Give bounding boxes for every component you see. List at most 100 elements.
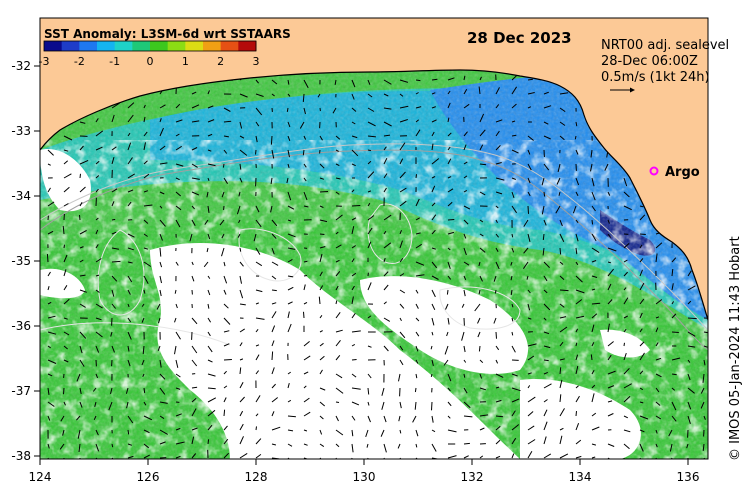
current-vector — [287, 233, 296, 238]
current-vector — [47, 345, 51, 349]
current-vector — [47, 286, 50, 291]
current-vector — [319, 233, 325, 235]
current-vector — [381, 401, 385, 410]
current-vector — [111, 146, 117, 151]
current-vector — [287, 163, 290, 169]
current-vector — [478, 86, 481, 95]
current-vector — [159, 247, 162, 257]
current-vector — [127, 142, 132, 151]
current-vector — [461, 331, 465, 341]
current-vector — [461, 303, 465, 308]
lon-tick-label: 124 — [29, 470, 52, 484]
current-vector — [191, 359, 198, 367]
current-vector — [319, 135, 323, 141]
current-vector — [383, 173, 388, 179]
current-vector — [447, 102, 451, 109]
current-vector — [431, 401, 433, 411]
current-vector — [239, 247, 242, 252]
current-vector — [623, 315, 629, 319]
current-vector — [527, 411, 534, 417]
current-vector — [127, 275, 133, 283]
current-vector — [575, 455, 582, 459]
current-vector — [335, 244, 342, 249]
current-vector — [381, 387, 385, 396]
current-vector — [447, 317, 450, 325]
current-vector — [111, 188, 118, 193]
current-vector — [479, 191, 486, 196]
current-vector — [511, 247, 515, 253]
current-vector — [463, 401, 471, 409]
colorbar-tick-label: -1 — [109, 55, 120, 68]
current-vector — [351, 107, 357, 112]
current-vector — [431, 119, 437, 123]
current-vector — [463, 131, 468, 137]
current-vector — [159, 191, 165, 195]
current-vector — [463, 161, 468, 165]
current-vector — [223, 275, 228, 284]
current-vector — [191, 104, 200, 109]
current-vector — [558, 191, 561, 196]
current-vector — [367, 282, 372, 291]
current-vector — [639, 269, 643, 277]
credit-text: © IMOS 05-Jan-2024 11:43 Hobart — [728, 236, 743, 461]
current-vector — [351, 135, 358, 139]
current-vector — [495, 386, 500, 389]
current-vector — [236, 205, 241, 215]
current-vector — [367, 227, 373, 235]
current-vector — [463, 205, 471, 210]
current-vector — [559, 121, 566, 126]
current-vector — [238, 191, 241, 197]
current-vector — [447, 455, 457, 459]
current-vector — [463, 144, 467, 151]
current-vector — [271, 79, 278, 85]
current-vector — [431, 143, 434, 151]
current-vector — [223, 120, 232, 123]
current-vector — [415, 359, 419, 364]
current-vector — [399, 119, 408, 123]
current-vector — [639, 282, 645, 291]
current-vector — [287, 311, 290, 319]
current-vector — [495, 345, 500, 351]
lat-tick-label: -38 — [11, 449, 31, 463]
current-vector — [111, 231, 117, 235]
current-vector — [207, 90, 210, 95]
current-vector — [159, 441, 166, 445]
current-vector — [191, 436, 195, 445]
current-vector — [271, 93, 275, 97]
current-vector — [255, 395, 261, 403]
current-vector — [479, 387, 487, 391]
current-vector — [655, 429, 658, 434]
current-vector — [399, 359, 404, 366]
current-vector — [511, 424, 520, 431]
current-vector — [143, 443, 150, 449]
current-vector — [415, 373, 418, 379]
current-vector — [319, 443, 325, 448]
current-vector — [175, 219, 181, 228]
current-vector — [79, 121, 86, 124]
current-vector — [255, 370, 259, 375]
cloud-speckle — [40, 140, 708, 459]
current-vector — [447, 247, 451, 251]
current-vector — [399, 93, 404, 97]
current-vector — [143, 190, 149, 193]
current-vector — [158, 317, 161, 324]
current-vector — [175, 455, 181, 459]
current-vector — [671, 387, 676, 391]
current-vector — [477, 317, 481, 324]
current-vector — [207, 387, 216, 390]
current-vector — [159, 373, 166, 380]
current-vector — [575, 247, 578, 255]
current-vector — [175, 205, 182, 211]
current-vector — [223, 397, 227, 403]
current-vector — [127, 345, 130, 352]
current-vector — [415, 198, 420, 207]
current-vector — [494, 289, 497, 294]
current-vector — [335, 231, 339, 235]
current-vector — [223, 409, 226, 417]
current-vector — [526, 275, 529, 280]
current-vector — [319, 285, 324, 291]
lon-tick-label: 136 — [677, 470, 700, 484]
current-vector — [443, 359, 449, 366]
current-vector — [479, 427, 485, 431]
current-vector — [431, 131, 435, 137]
